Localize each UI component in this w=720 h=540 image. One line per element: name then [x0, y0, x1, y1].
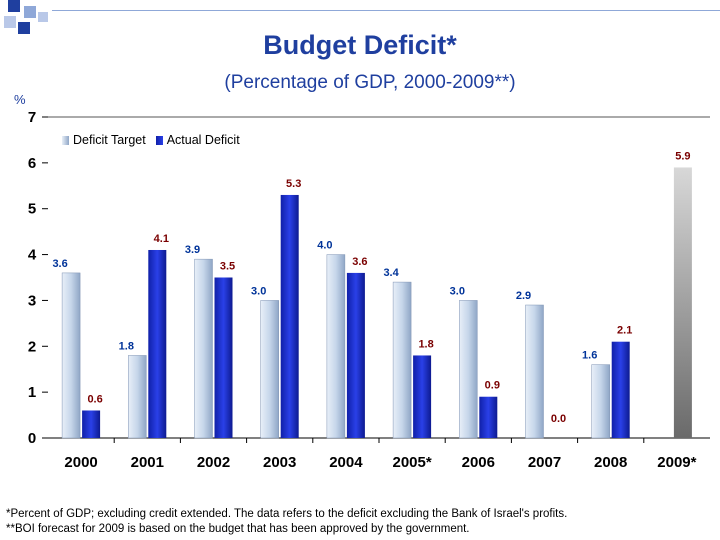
x-tick-label: 2005* [392, 454, 431, 471]
bars [61, 167, 692, 439]
data-label-actual: 0.9 [485, 380, 500, 392]
data-label-target: 4.0 [317, 240, 332, 252]
data-label-target: 3.4 [383, 267, 399, 279]
y-tick-label: 4 [28, 247, 37, 264]
bar-actual-deficit [611, 341, 630, 438]
y-tick-label: 2 [28, 338, 36, 355]
data-label-actual: 4.1 [154, 233, 169, 245]
bar-actual-deficit [346, 272, 365, 438]
legend-label-actual: Actual Deficit [166, 133, 240, 147]
header-rule [52, 10, 720, 11]
y-tick-label: 1 [28, 384, 36, 401]
footnotes: *Percent of GDP; excluding credit extend… [6, 507, 567, 537]
x-tick-label: 2002 [197, 454, 230, 471]
x-tick-label: 2006 [462, 454, 495, 471]
data-label-target: 3.6 [52, 258, 67, 270]
x-tick-label: 2004 [329, 454, 363, 471]
bar-deficit-target [326, 254, 346, 439]
bar-deficit-target [525, 304, 544, 439]
bar-deficit-target [194, 258, 213, 439]
bar-actual-deficit [82, 410, 101, 438]
x-tick-label: 2003 [263, 454, 296, 471]
bar-deficit-target [61, 272, 81, 439]
data-label-actual: 5.9 [675, 150, 690, 162]
x-tick-label: 2009* [657, 454, 696, 471]
bar-actual-deficit [214, 277, 233, 438]
chart-title: Budget Deficit* [263, 30, 457, 60]
legend-item-actual: Actual Deficit [155, 133, 240, 147]
data-label-target: 3.9 [185, 244, 200, 256]
data-label-actual: 3.6 [352, 256, 367, 268]
data-labels: 3.6 0.6 1.8 4.1 3.9 3.5 3.0 5.3 4.0 3.6 3.4 1.8 3.0 0… [52, 150, 690, 425]
data-label-target: 3.0 [450, 285, 465, 297]
data-label-target: 1.8 [119, 340, 134, 352]
data-label-actual: 5.3 [286, 178, 301, 190]
bar-actual-deficit [413, 355, 432, 438]
y-tick-label: 3 [28, 292, 36, 309]
data-label-actual: 0.0 [551, 413, 566, 425]
data-label-actual: 1.8 [418, 338, 433, 350]
bar-chart: 0 1 2 3 4 5 6 7 2000 2001 2002 2003 2004 2005* 2006 200… [28, 109, 710, 471]
y-tick-label: 7 [28, 109, 36, 126]
data-label-actual: 2.1 [617, 325, 632, 337]
footnote-1: *Percent of GDP; excluding credit extend… [6, 508, 568, 520]
corner-decoration [0, 0, 60, 40]
footnote-2: **BOI forecast for 2009 is based on the … [6, 523, 470, 535]
legend-swatch-target [62, 135, 69, 145]
chart-subtitle: (Percentage of GDP, 2000-2009**) [224, 72, 516, 93]
bar-actual-deficit [280, 194, 299, 438]
bar-deficit-target [392, 281, 412, 439]
x-tick-label: 2000 [64, 454, 97, 471]
bar-deficit-target [260, 300, 279, 439]
bar-deficit-target [591, 364, 610, 439]
bar-actual-forecast [673, 167, 692, 438]
data-label-actual: 3.5 [220, 261, 235, 273]
data-label-actual: 0.6 [87, 393, 102, 405]
bar-actual-deficit [479, 396, 498, 438]
y-axis-unit-label: % [14, 92, 26, 107]
bar-deficit-target [128, 355, 147, 439]
legend-swatch-actual [155, 135, 163, 145]
legend-label-target: Deficit Target [73, 133, 146, 147]
x-tick-label: 2001 [131, 454, 164, 471]
legend-item-target: Deficit Target [62, 133, 146, 147]
x-tick-label: 2007 [528, 454, 561, 471]
y-tick-label: 6 [28, 155, 36, 172]
x-tick-label: 2008 [594, 454, 627, 471]
data-label-target: 2.9 [516, 290, 531, 302]
y-tick-label: 5 [28, 201, 36, 218]
y-tick-label: 0 [28, 430, 36, 447]
bar-actual-deficit [148, 249, 167, 438]
data-label-target: 1.6 [582, 350, 597, 362]
chart-legend: Deficit Target Actual Deficit [56, 128, 270, 152]
bar-deficit-target [459, 300, 478, 439]
data-label-target: 3.0 [251, 285, 266, 297]
